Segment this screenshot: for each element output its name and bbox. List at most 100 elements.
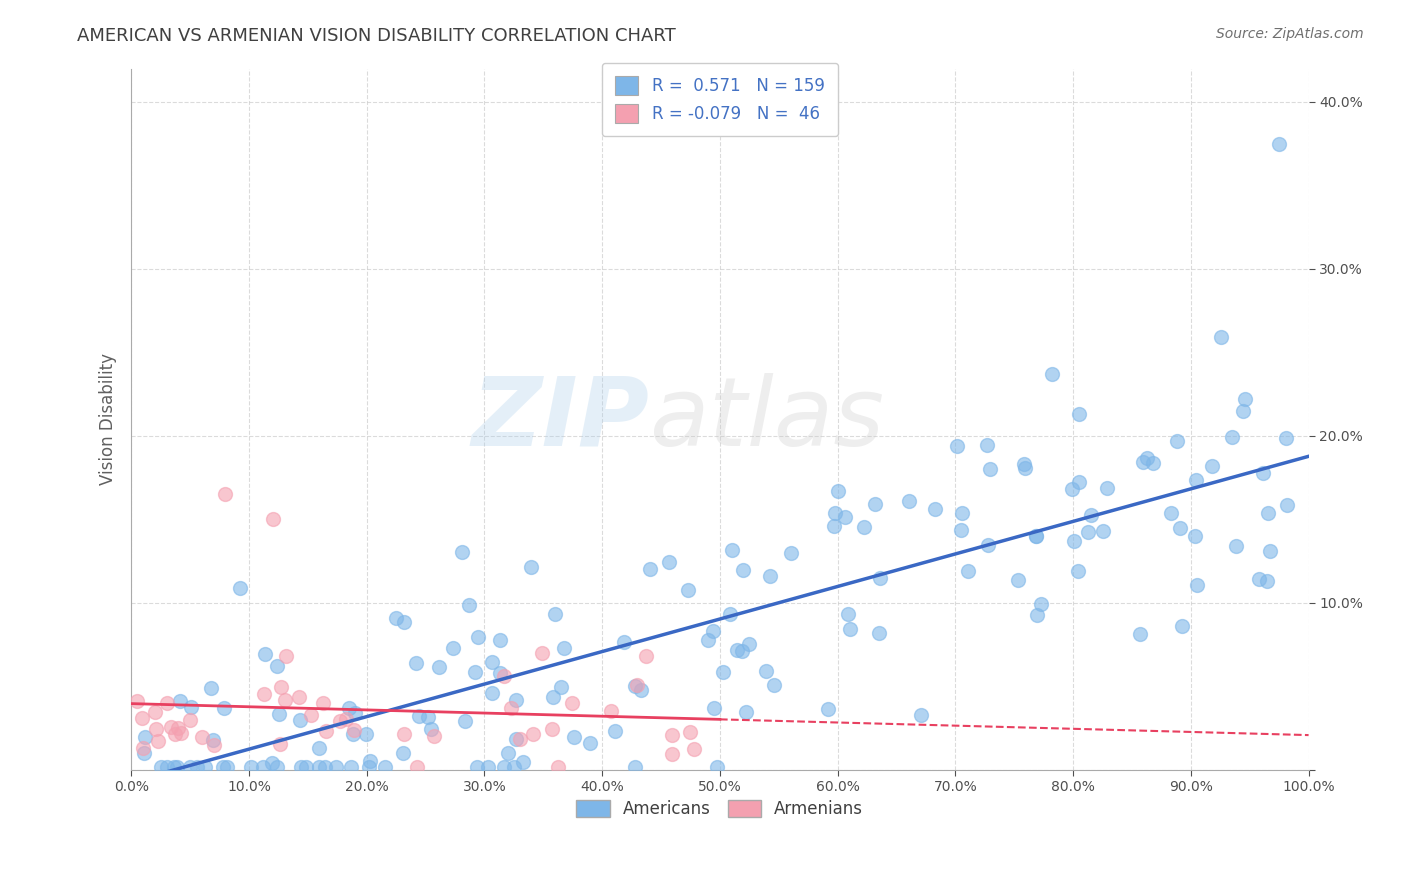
Text: ZIP: ZIP (471, 373, 650, 466)
Point (502, 759, 524, 773)
Point (165, 727, 187, 741)
Point (1129, 626, 1152, 640)
Point (340, 759, 363, 773)
Point (827, 483, 849, 498)
Point (1201, 459, 1223, 474)
Point (1136, 450, 1159, 465)
Point (763, 678, 786, 692)
Point (1067, 407, 1090, 421)
Point (509, 731, 531, 746)
Point (1077, 524, 1099, 539)
Point (266, 759, 288, 773)
Point (1025, 529, 1047, 543)
Point (1014, 460, 1036, 475)
Point (1026, 608, 1049, 623)
Point (1132, 455, 1154, 469)
Point (160, 720, 183, 734)
Point (489, 666, 512, 681)
Point (613, 635, 636, 649)
Point (630, 682, 652, 697)
Point (329, 714, 352, 729)
Point (343, 723, 366, 737)
Point (169, 694, 191, 708)
Point (1247, 572, 1270, 586)
Point (562, 730, 585, 744)
Point (1097, 481, 1119, 495)
Point (191, 730, 214, 744)
Point (579, 736, 602, 750)
Point (374, 759, 396, 773)
Point (1092, 524, 1115, 538)
Point (335, 712, 357, 726)
Point (522, 727, 544, 741)
Point (464, 665, 486, 679)
Point (834, 509, 856, 524)
Point (531, 646, 554, 660)
Point (1220, 430, 1243, 444)
Point (299, 707, 322, 722)
Point (392, 615, 415, 630)
Point (1029, 597, 1052, 611)
Point (308, 740, 330, 755)
Point (214, 487, 236, 501)
Point (405, 759, 427, 773)
Point (215, 759, 238, 773)
Point (1234, 392, 1257, 406)
Point (561, 696, 583, 710)
Point (127, 693, 149, 707)
Point (505, 693, 527, 707)
Point (852, 520, 875, 534)
Point (359, 754, 381, 768)
Point (957, 564, 980, 578)
Point (683, 742, 706, 756)
Point (1256, 574, 1278, 589)
Text: Source: ZipAtlas.com: Source: ZipAtlas.com (1216, 27, 1364, 41)
Point (638, 562, 661, 576)
Point (702, 624, 724, 638)
Point (624, 759, 647, 773)
Point (1166, 434, 1188, 448)
Point (229, 581, 252, 595)
Point (780, 546, 803, 560)
Point (290, 759, 312, 773)
Point (419, 722, 441, 736)
Point (910, 707, 932, 722)
Point (505, 732, 527, 747)
Point (1185, 578, 1208, 592)
Point (1168, 521, 1191, 535)
Point (269, 737, 291, 751)
Point (837, 607, 859, 621)
Point (150, 759, 173, 773)
Point (547, 759, 569, 773)
Point (134, 730, 156, 744)
Point (718, 607, 741, 621)
Point (269, 706, 291, 721)
Point (755, 664, 778, 678)
Point (839, 622, 862, 636)
Point (1232, 404, 1254, 418)
Point (496, 746, 519, 760)
Y-axis label: Vision Disability: Vision Disability (100, 353, 117, 485)
Point (1067, 564, 1090, 578)
Point (155, 696, 177, 710)
Point (201, 733, 224, 747)
Legend: Americans, Armenians: Americans, Armenians (569, 793, 870, 825)
Point (492, 759, 515, 773)
Point (721, 543, 744, 558)
Point (817, 702, 839, 716)
Point (451, 545, 474, 559)
Point (131, 711, 153, 725)
Point (315, 723, 337, 738)
Point (823, 519, 845, 533)
Point (167, 721, 190, 735)
Point (481, 685, 503, 699)
Point (146, 734, 169, 748)
Point (499, 701, 522, 715)
Point (733, 563, 755, 577)
Point (519, 560, 541, 574)
Point (1160, 506, 1182, 520)
Point (308, 759, 330, 773)
Point (391, 746, 413, 760)
Point (544, 607, 567, 622)
Point (1275, 431, 1298, 445)
